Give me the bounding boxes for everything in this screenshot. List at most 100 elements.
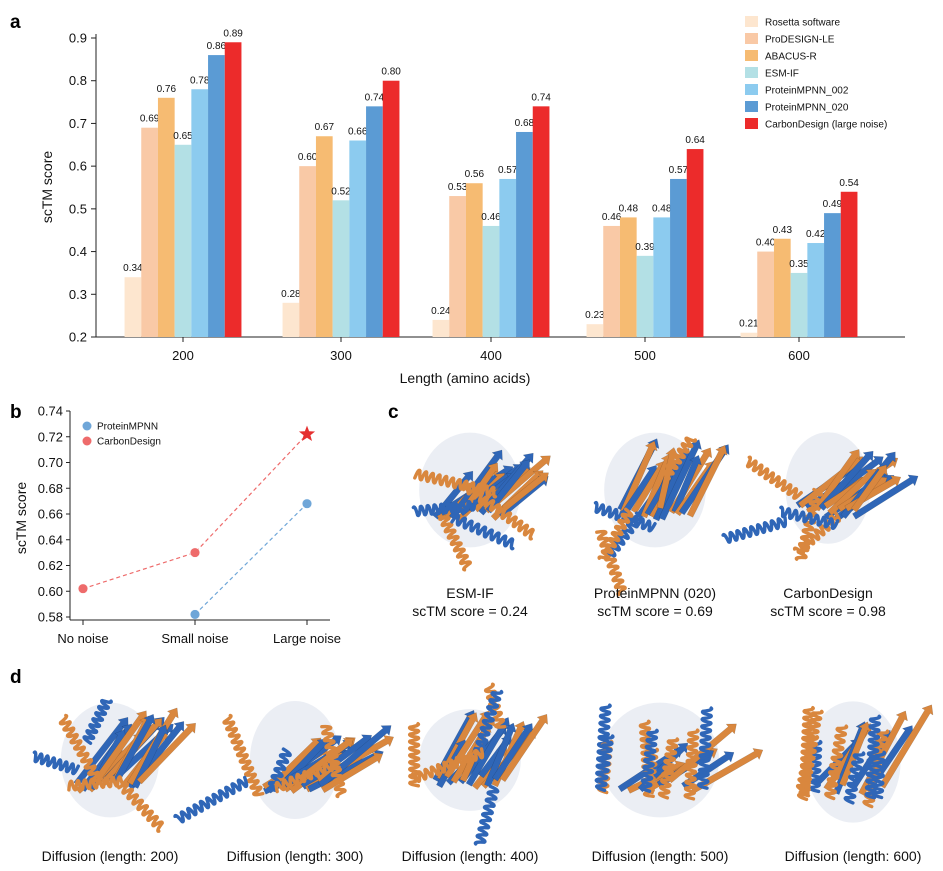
helix-shape <box>117 782 164 833</box>
bar <box>332 200 350 337</box>
panel-a-ytick-label: 0.3 <box>69 287 87 302</box>
strand-shape <box>501 472 549 512</box>
bar <box>224 42 242 338</box>
helix-shape <box>320 724 347 799</box>
bar-value-label: 0.43 <box>773 225 793 236</box>
legend-entry: ABACUS-R <box>765 52 817 63</box>
bar <box>432 319 450 337</box>
bar-value-label: 0.35 <box>789 259 809 270</box>
bar <box>366 106 383 337</box>
structure-score: scTM score = 0.24 <box>412 603 528 619</box>
helix-shape <box>639 728 659 793</box>
legend-marker <box>82 436 92 446</box>
structure-image <box>32 698 196 833</box>
bar-value-label: 0.48 <box>619 203 639 214</box>
helix-shape <box>82 698 113 745</box>
bar-value-label: 0.48 <box>652 203 672 214</box>
structure-caption: Diffusion (length: 300) <box>227 848 364 864</box>
bar <box>790 272 808 337</box>
structure-caption: Diffusion (length: 400) <box>402 848 539 864</box>
data-point <box>189 609 201 620</box>
bar <box>191 89 209 337</box>
panel-b-ylabel: scTM score <box>13 482 29 555</box>
bar <box>824 213 841 337</box>
helix-shape <box>410 747 485 784</box>
bar <box>349 140 367 337</box>
structure-name: ESM-IF <box>446 585 493 601</box>
legend-entry: ESM-IF <box>765 69 799 80</box>
data-point <box>301 498 313 509</box>
bar-value-label: 0.21 <box>739 319 759 330</box>
bar-value-label: 0.34 <box>123 263 143 274</box>
legend-swatch <box>745 16 758 27</box>
structure-caption: Diffusion (length: 500) <box>592 848 729 864</box>
panel-c-structures: ESM-IF scTM score = 0.24 ProteinMPNN (020)… <box>411 432 919 619</box>
panel-b-xtick-label: No noise <box>57 631 108 646</box>
legend-entry: ProDESIGN-LE <box>765 35 835 46</box>
strand-shape <box>113 713 156 782</box>
bar <box>299 166 316 337</box>
bar-value-label: 0.66 <box>348 127 368 138</box>
panel-a-ytick-label: 0.9 <box>69 31 87 46</box>
data-point <box>189 547 201 558</box>
bar <box>773 238 791 337</box>
legend-swatch <box>745 33 758 44</box>
panel-a-ytick-label: 0.5 <box>69 201 87 216</box>
bar-value-label: 0.69 <box>140 114 160 125</box>
panel-b-ytick-label: 0.74 <box>38 404 63 419</box>
panel-a-xtick-label: 300 <box>330 348 352 363</box>
bar-value-label: 0.78 <box>190 75 210 86</box>
structure-score: scTM score = 0.69 <box>597 603 713 619</box>
strand-shape <box>813 449 860 512</box>
strand-shape <box>492 723 534 782</box>
strand-shape <box>484 722 517 788</box>
helix-shape <box>843 751 866 805</box>
helix-shape <box>795 709 824 793</box>
bar <box>282 302 300 337</box>
helix-shape <box>265 747 292 793</box>
helix-shape <box>794 487 824 561</box>
bar <box>449 196 466 337</box>
bar-value-label: 0.56 <box>465 169 485 180</box>
panel-letter-b: b <box>10 402 22 423</box>
helix-shape <box>697 706 714 790</box>
structure-image <box>407 682 548 846</box>
structure-score: scTM score = 0.98 <box>770 603 886 619</box>
series-line <box>82 433 308 590</box>
bar <box>174 144 192 337</box>
helix-shape <box>473 784 500 846</box>
bar-value-label: 0.64 <box>685 135 705 146</box>
bar <box>516 131 533 337</box>
panel-b-ytick-label: 0.60 <box>38 584 63 599</box>
series-line <box>194 503 308 615</box>
structure-image <box>411 432 551 572</box>
bar-value-label: 0.80 <box>381 67 401 78</box>
bar-value-label: 0.86 <box>207 41 227 52</box>
bar-value-label: 0.23 <box>585 310 605 321</box>
legend-swatch <box>745 101 758 112</box>
helix-shape <box>871 750 887 800</box>
bar <box>208 55 225 337</box>
panel-a-ytick-label: 0.8 <box>69 73 87 88</box>
bar <box>603 225 620 337</box>
bar-value-label: 0.65 <box>173 131 193 142</box>
bar <box>740 332 758 337</box>
strand-shape <box>686 445 728 518</box>
bar-value-label: 0.40 <box>756 238 776 249</box>
helix-shape <box>683 728 700 801</box>
panel-b-ytick-label: 0.62 <box>38 558 63 573</box>
panel-a-ytick-label: 0.6 <box>69 159 87 174</box>
bar <box>653 217 671 337</box>
bar-value-label: 0.53 <box>448 182 468 193</box>
strand-shape <box>671 454 702 514</box>
structure-image <box>721 432 919 561</box>
panel-b-ytick-label: 0.68 <box>38 481 63 496</box>
bar <box>124 277 142 337</box>
bar <box>840 191 858 337</box>
bar-value-label: 0.46 <box>602 212 622 223</box>
panel-letter-a: a <box>10 12 21 33</box>
bar <box>636 255 654 337</box>
helix-shape <box>597 507 634 561</box>
panel-a-ytick-label: 0.2 <box>69 330 87 345</box>
helix-shape <box>824 724 849 801</box>
